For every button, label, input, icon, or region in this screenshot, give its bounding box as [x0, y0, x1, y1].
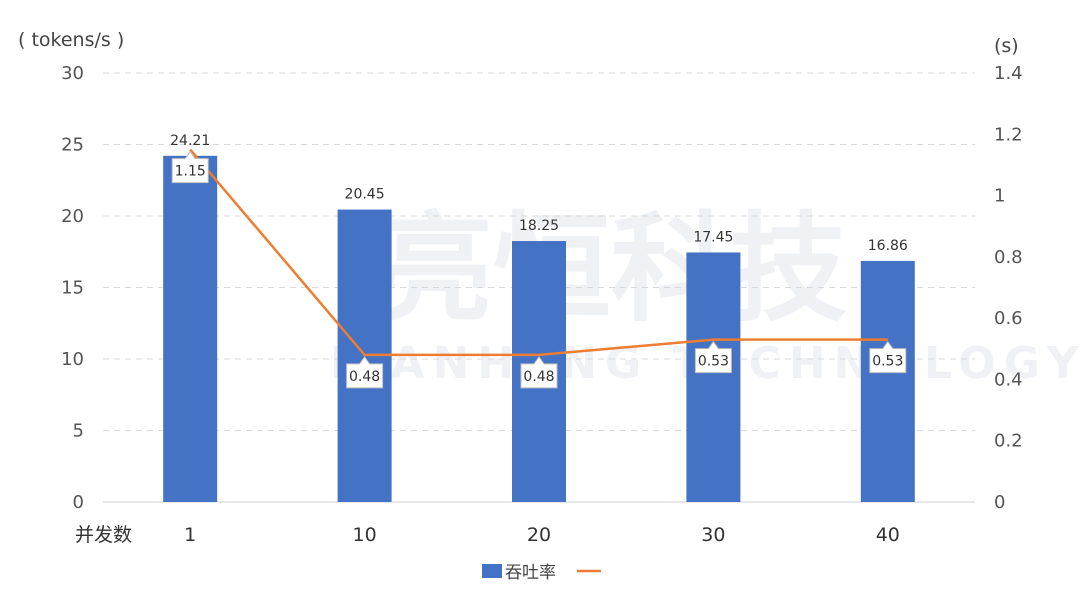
line-label-text: 1.15	[175, 164, 206, 180]
line-series	[189, 148, 888, 357]
right-tick-label: 1.2	[994, 124, 1023, 145]
line-data-label: 0.48	[520, 356, 558, 389]
left-tick-label: 15	[61, 278, 84, 299]
x-tick-label: 20	[527, 524, 551, 546]
line-label-box	[869, 340, 907, 374]
x-tick-label: 30	[701, 524, 725, 546]
right-tick-label: 0.2	[994, 431, 1023, 452]
left-tick-label: 30	[61, 63, 84, 84]
line-data-label: 0.53	[869, 340, 907, 374]
bar-data-label: 16.86	[868, 238, 908, 254]
bar	[860, 260, 915, 502]
bar-data-label: 18.25	[519, 218, 559, 234]
left-tick-label: 5	[73, 421, 84, 442]
line-label-text: 0.53	[872, 354, 903, 370]
right-tick-label: 0	[994, 492, 1005, 513]
line-label-box	[694, 340, 732, 374]
left-tick-label: 10	[61, 349, 84, 370]
legend: 吞吐率	[482, 563, 601, 583]
line-data-label: 1.15	[171, 150, 209, 184]
bar	[163, 155, 218, 502]
right-tick-label: 1	[994, 186, 1005, 207]
left-tick-label: 20	[61, 206, 84, 227]
right-tick-label: 0.8	[994, 247, 1023, 268]
line-label-box	[520, 356, 558, 389]
bar-data-label: 20.45	[345, 187, 385, 203]
legend-bar-swatch	[482, 564, 502, 578]
legend-bar-label: 吞吐率	[505, 563, 556, 583]
bar-data-labels: 24.21 20.45 18.25 17.45 16.86	[170, 133, 908, 254]
x-tick-label: 1	[184, 524, 196, 546]
left-tick-label: 25	[61, 135, 84, 156]
bar	[686, 252, 741, 502]
line-label-box	[171, 150, 209, 184]
gridlines	[103, 72, 975, 431]
right-tick-label: 1.4	[994, 63, 1023, 84]
line-label-box	[346, 356, 384, 389]
line-data-label: 0.53	[694, 340, 732, 374]
line-label-text: 0.48	[523, 369, 554, 385]
left-axis-ticks: 0 5 10 15 20 25 30	[61, 63, 84, 513]
bar-data-label: 24.21	[170, 133, 210, 149]
right-axis-ticks: 0 0.2 0.4 0.6 0.8 1 1.2 1.4	[994, 63, 1023, 513]
x-category-label: 并发数	[75, 524, 132, 546]
x-tick-label: 10	[353, 524, 377, 546]
line-data-label: 0.48	[346, 356, 384, 389]
right-tick-label: 0.6	[994, 308, 1023, 329]
line-label-text: 0.48	[349, 369, 380, 385]
x-axis-ticks: 1 10 20 30 40	[184, 524, 900, 546]
right-axis-unit: (s)	[994, 35, 1019, 57]
left-axis-unit: ( tokens/s )	[18, 29, 124, 51]
right-tick-label: 0.4	[994, 369, 1023, 390]
x-tick-label: 40	[876, 524, 900, 546]
watermark-cn: 亮恒科技	[375, 200, 847, 338]
line-label-text: 0.53	[698, 354, 729, 370]
bar-data-label: 17.45	[693, 229, 733, 245]
line-data-labels: 1.15 0.48 0.48 0.53 0.53	[171, 150, 907, 389]
left-tick-label: 0	[73, 492, 84, 513]
